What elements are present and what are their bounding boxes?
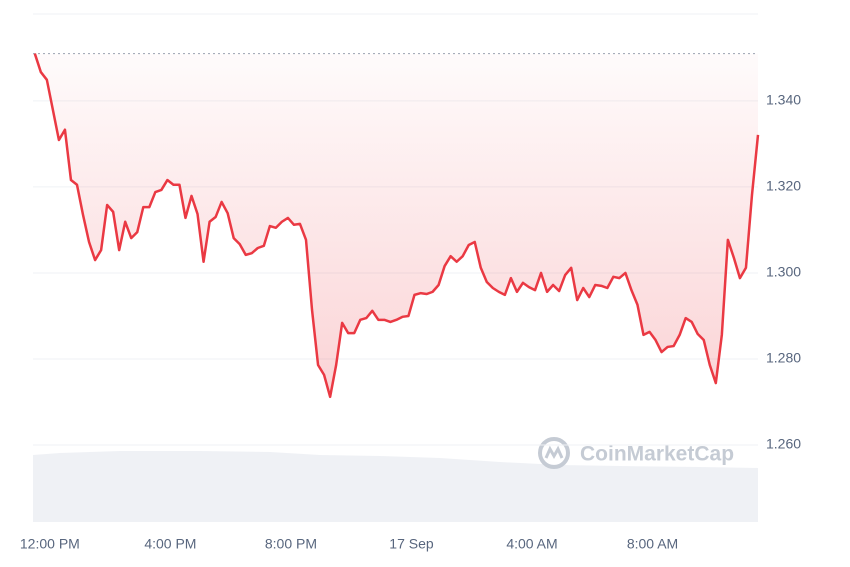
x-tick-label: 8:00 AM	[627, 536, 678, 552]
watermark-logo-mark	[544, 445, 564, 460]
x-tick-label: 4:00 AM	[506, 536, 557, 552]
watermark-logo	[538, 437, 570, 469]
y-tick-label: 1.320	[766, 178, 801, 194]
y-tick-label: 1.280	[766, 350, 801, 366]
x-tick-label: 4:00 PM	[144, 536, 196, 552]
watermark-text: CoinMarketCap	[580, 443, 734, 466]
watermark: CoinMarketCap	[538, 437, 734, 469]
price-area	[34, 53, 759, 397]
x-tick-label: 8:00 PM	[265, 536, 317, 552]
x-tick-label: 17 Sep	[389, 536, 434, 552]
y-tick-label: 1.260	[766, 436, 801, 452]
volume-area	[33, 451, 758, 522]
price-line	[33, 53, 760, 399]
y-tick-label: 1.300	[766, 264, 801, 280]
y-tick-label: 1.340	[766, 92, 801, 108]
x-tick-label: 12:00 PM	[20, 536, 80, 552]
